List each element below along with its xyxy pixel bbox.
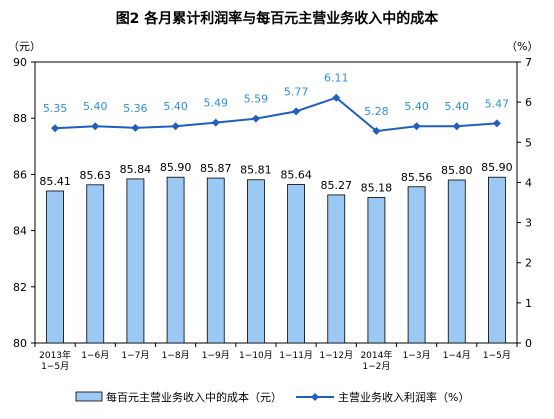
left-tick-label: 84	[13, 225, 27, 238]
line-series	[51, 93, 501, 136]
right-tick-label: 0	[525, 337, 532, 350]
right-tick-label: 7	[525, 56, 532, 69]
left-axis-unit: （元）	[8, 40, 41, 53]
line-value-label: 5.47	[485, 97, 510, 110]
x-tick-label: 1−5月	[483, 350, 511, 361]
bar-value-label: 85.90	[160, 161, 192, 174]
x-tick-label: 1−12月	[319, 350, 353, 361]
bar	[287, 184, 305, 344]
left-tick-label: 80	[13, 337, 27, 350]
line-value-label: 5.40	[404, 100, 429, 113]
bar-value-label: 85.90	[481, 161, 513, 174]
line-point	[251, 114, 260, 123]
bar-value-label: 85.41	[39, 175, 71, 188]
line-value-label: 5.40	[163, 100, 188, 113]
right-axis-unit: （%）	[506, 40, 538, 53]
line-value-label: 5.49	[204, 97, 229, 110]
legend: 每百元主营业务收入中的成本（元） 主营业务收入利润率（%）	[75, 390, 469, 404]
line-value-label: 5.40	[83, 100, 108, 113]
line-point	[292, 107, 301, 116]
x-tick-label: 1−3月	[403, 350, 431, 361]
legend-line-label: 主营业务收入利润率（%）	[338, 390, 469, 404]
left-tick-label: 82	[13, 281, 27, 294]
line-point	[131, 123, 140, 132]
line-path	[55, 96, 497, 133]
right-axis: 0 1 2 3 4 5 6 7	[517, 56, 532, 350]
bar-value-label: 85.64	[280, 169, 312, 182]
line-point	[51, 124, 60, 133]
legend-line-marker	[311, 393, 319, 401]
bar-data-labels: 85.41 85.63 85.84 85.90 85.87 85.81 85.64 85.27…	[39, 161, 512, 194]
x-tick-label: 2014年	[360, 349, 392, 361]
line-point	[492, 119, 501, 128]
line-point	[211, 118, 220, 127]
x-tick-label: 2013年	[39, 349, 71, 361]
bar	[407, 186, 426, 344]
right-tick-label: 6	[525, 96, 532, 109]
x-tick-label: 1−6月	[81, 350, 109, 361]
line-point	[412, 122, 421, 131]
line-value-label: 5.28	[364, 105, 389, 118]
bar-value-label: 85.27	[321, 179, 353, 192]
right-tick-label: 4	[525, 176, 532, 189]
left-tick-label: 86	[13, 168, 27, 181]
bar-value-label: 85.80	[441, 164, 473, 177]
bar	[327, 194, 346, 344]
line-value-label: 5.59	[244, 93, 269, 106]
bar-value-label: 85.87	[200, 162, 232, 175]
bar-value-label: 85.84	[120, 163, 152, 176]
right-tick-label: 2	[525, 257, 532, 270]
line-value-label: 5.36	[123, 102, 148, 115]
bar-value-label: 85.56	[401, 171, 433, 184]
bar	[367, 197, 386, 344]
right-tick-label: 1	[525, 297, 532, 310]
bar-series	[46, 176, 506, 344]
bar	[166, 176, 185, 344]
bar	[447, 179, 466, 344]
line-value-label: 5.40	[445, 100, 470, 113]
bar	[206, 177, 225, 344]
x-tick-label: 1−4月	[443, 350, 471, 361]
bar	[126, 178, 145, 344]
legend-bar-label: 每百元主营业务收入中的成本（元）	[106, 390, 282, 404]
bar-value-label: 85.63	[80, 169, 112, 182]
x-tick-label: 1−8月	[162, 350, 190, 361]
left-tick-label: 88	[13, 112, 27, 125]
bar-value-label: 85.81	[240, 164, 272, 177]
left-axis: 80 82 84 86 88 90	[13, 56, 35, 350]
x-tick-label: 1−9月	[202, 350, 230, 361]
line-point	[452, 122, 461, 131]
bar	[86, 184, 105, 344]
bar	[488, 176, 506, 344]
line-value-label: 6.11	[324, 72, 349, 85]
line-value-label: 5.35	[43, 102, 68, 115]
x-tick-label: 1−2月	[362, 361, 390, 372]
bar	[46, 190, 64, 344]
x-tick-label: 1−7月	[121, 350, 149, 361]
line-point	[372, 127, 381, 136]
x-tick-label: 1−11月	[279, 350, 313, 361]
line-point	[171, 122, 180, 131]
x-tick-label: 1−5月	[41, 361, 69, 372]
chart-title: 图2 各月累计利润率与每百元主营业务收入中的成本	[115, 11, 439, 27]
line-data-labels: 5.35 5.40 5.36 5.40 5.49 5.59 5.77 6.11 5.28 5.40…	[43, 72, 509, 118]
right-tick-label: 5	[525, 136, 532, 149]
bar	[247, 179, 265, 344]
line-point	[332, 93, 341, 102]
line-value-label: 5.77	[284, 85, 309, 98]
bar-value-label: 85.18	[361, 181, 393, 194]
right-tick-label: 3	[525, 217, 532, 230]
legend-bar-swatch	[75, 391, 103, 402]
left-tick-label: 90	[13, 56, 27, 69]
line-point	[91, 122, 100, 131]
x-tick-label: 1−10月	[239, 350, 273, 361]
